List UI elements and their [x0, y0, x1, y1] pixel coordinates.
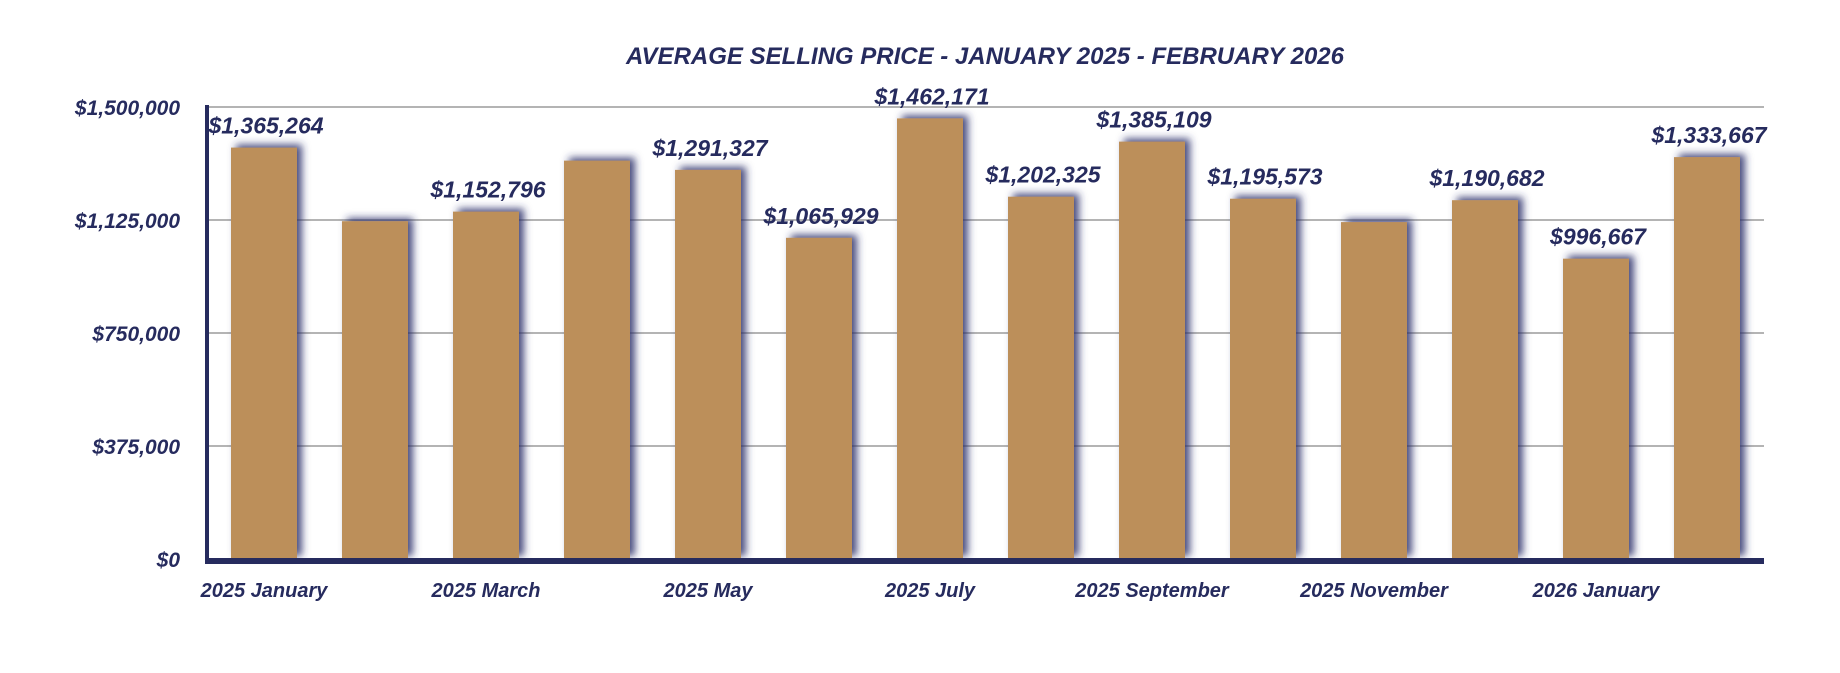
- bar: [1452, 200, 1518, 559]
- data-label: $1,190,682: [1428, 165, 1544, 191]
- y-tick-label: $375,000: [91, 436, 180, 459]
- x-tick-label: 2025 November: [1299, 580, 1449, 602]
- bar: [453, 211, 519, 559]
- x-tick-label: 2025 May: [663, 580, 754, 602]
- data-label: $1,065,929: [762, 203, 878, 229]
- bar: [1341, 222, 1407, 560]
- chart-title: AVERAGE SELLING PRICE - JANUARY 2025 - F…: [625, 43, 1345, 70]
- data-label: $1,291,327: [651, 135, 768, 161]
- bar: [786, 237, 852, 560]
- bar: [675, 169, 741, 559]
- y-tick-label: $1,125,000: [74, 210, 180, 233]
- data-label: $1,333,667: [1650, 122, 1767, 148]
- x-tick-label: 2026 January: [1532, 580, 1661, 602]
- data-label: $1,365,264: [207, 113, 323, 139]
- data-label: $1,462,171: [873, 83, 989, 109]
- y-tick-label: $1,500,000: [74, 97, 180, 120]
- x-tick-label: 2025 September: [1074, 580, 1230, 602]
- data-label: $1,202,325: [984, 162, 1101, 188]
- bar: [564, 160, 630, 559]
- y-tick-label: $750,000: [91, 323, 180, 346]
- data-label: $1,152,796: [429, 177, 545, 203]
- x-tick-label: 2025 July: [884, 580, 976, 602]
- data-label: $996,667: [1549, 224, 1647, 250]
- bar: [897, 118, 963, 559]
- bar: [231, 147, 297, 559]
- x-tick-label: 2025 January: [200, 580, 329, 602]
- bar: [1008, 196, 1074, 559]
- bar: [1119, 141, 1185, 559]
- data-label: $1,195,573: [1206, 164, 1322, 190]
- bar: [342, 221, 408, 560]
- bar: [1674, 157, 1740, 559]
- data-label: $1,385,109: [1095, 107, 1211, 133]
- x-tick-label: 2025 March: [431, 580, 541, 602]
- bar: [1230, 198, 1296, 559]
- bar: [1563, 258, 1629, 559]
- y-tick-label: $0: [156, 549, 181, 572]
